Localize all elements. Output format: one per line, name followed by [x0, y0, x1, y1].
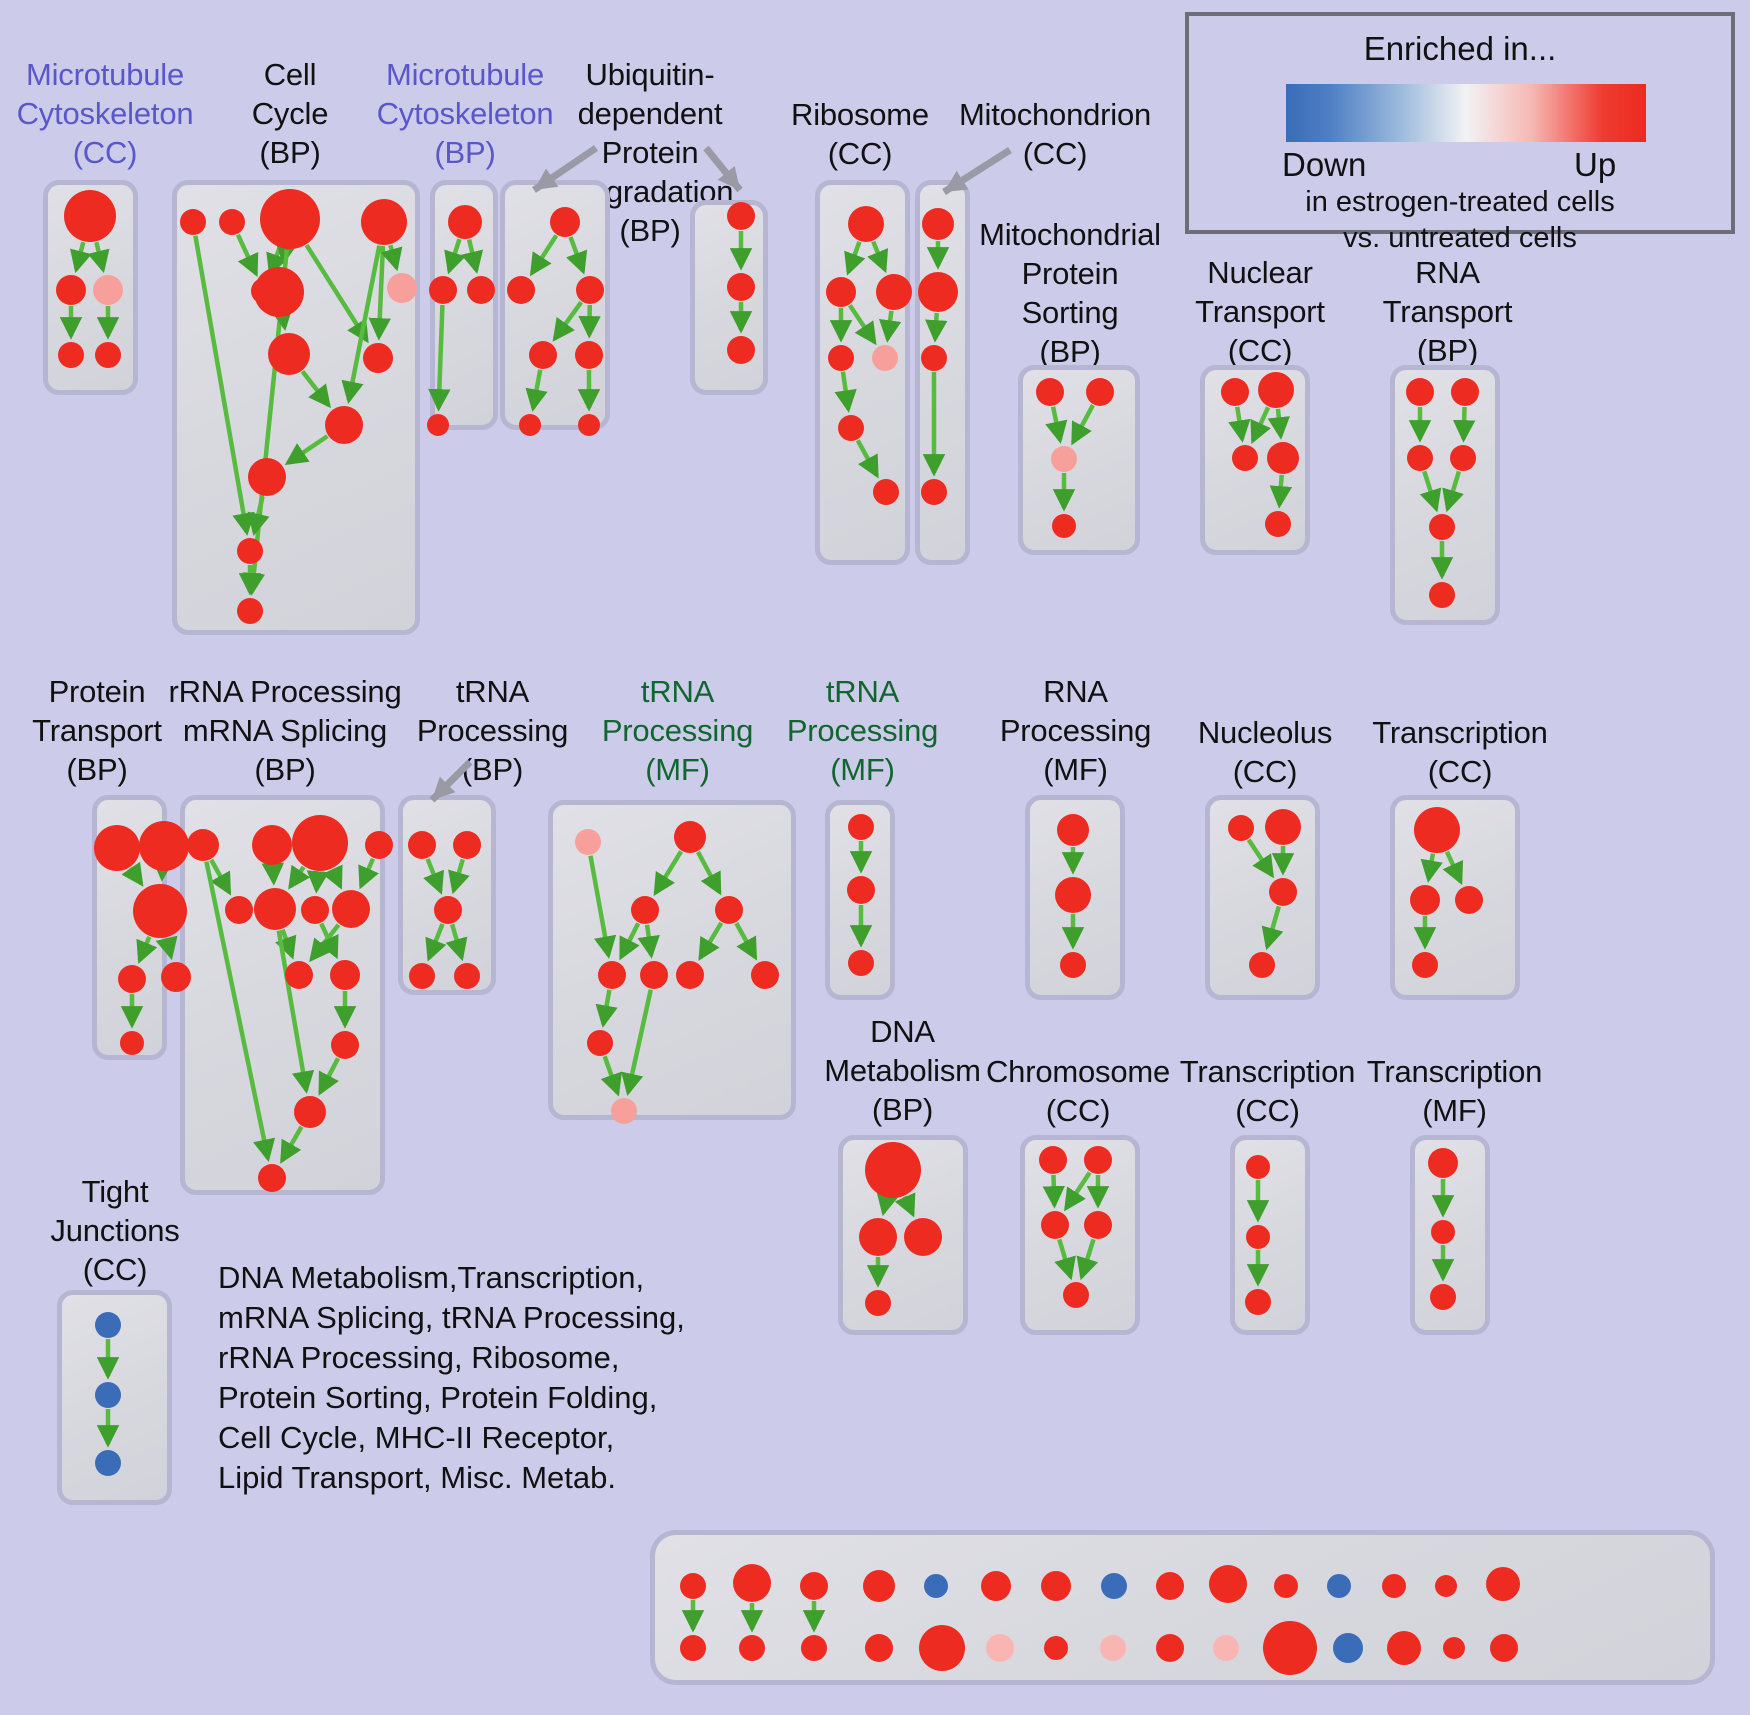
cluster-label-ribosome-cc: Ribosome (CC) — [791, 97, 929, 171]
panel-cell-cycle-bp[interactable] — [172, 180, 420, 635]
cluster-label-mitochondrial-protein-sorting-bp: Mitochondrial Protein Sorting (BP) — [979, 217, 1161, 369]
cluster-label-cell-cycle-bp: Cell Cycle (BP) — [251, 57, 329, 170]
cluster-label-transcription-mf: Transcription (MF) — [1366, 1054, 1543, 1128]
misc-cluster-description: DNA Metabolism,Transcription, mRNA Splic… — [218, 1260, 685, 1495]
panel-ubiquitin-degradation-bp[interactable] — [500, 180, 610, 430]
cluster-label-dna-metabolism-bp: DNA Metabolism (BP) — [824, 1014, 981, 1127]
cluster-label-rna-transport-bp: RNA Transport (BP) — [1382, 255, 1513, 368]
cluster-label-trna-processing-mf-1: tRNA Processing (MF) — [601, 674, 754, 787]
cluster-label-trna-processing-mf-2: tRNA Processing (MF) — [786, 674, 939, 787]
cluster-label-tight-junctions-cc: Tight Junctions (CC) — [50, 1174, 180, 1287]
panel-tight-junctions-cc[interactable] — [57, 1290, 172, 1505]
cluster-label-transcription-cc-top: Transcription (CC) — [1372, 715, 1548, 789]
cluster-label-chromosome-cc: Chromosome (CC) — [985, 1054, 1171, 1128]
panel-rna-transport-bp[interactable] — [1390, 365, 1500, 625]
cluster-label-protein-transport-bp: Protein Transport (BP) — [32, 674, 162, 787]
cluster-label-rrna-processing-mrna-splicing-bp: rRNA Processing mRNA Splicing (BP) — [168, 674, 402, 787]
cluster-label-transcription-cc-bottom: Transcription (CC) — [1179, 1054, 1356, 1128]
cluster-label-microtubule-cytoskeleton-bp: Microtubule Cytoskeleton (BP) — [376, 57, 554, 170]
cluster-label-mitochondrion-cc: Mitochondrion (CC) — [958, 97, 1152, 171]
panel-transcription-mf[interactable] — [1410, 1135, 1490, 1335]
panel-protein-transport-bp[interactable] — [92, 795, 167, 1060]
panel-ribosome-cc[interactable] — [815, 180, 910, 565]
panel-trna-processing-mf-1[interactable] — [548, 800, 796, 1120]
panel-misc-cluster-row[interactable] — [650, 1530, 1715, 1685]
legend-subtitle: in estrogen-treated cells vs. untreated … — [1305, 186, 1615, 254]
panel-rna-processing-mf[interactable] — [1025, 795, 1125, 1000]
cluster-label-nucleolus-cc: Nucleolus (CC) — [1197, 715, 1333, 789]
panel-mitochondrial-protein-sorting-bp[interactable] — [1018, 365, 1140, 555]
panel-trna-processing-bp[interactable] — [398, 795, 496, 995]
panel-transcription-cc-bottom[interactable] — [1230, 1135, 1310, 1335]
cluster-label-microtubule-cytoskeleton-cc: Microtubule Cytoskeleton (CC) — [16, 57, 194, 170]
legend-color-bar — [1286, 84, 1646, 142]
panel-nuclear-transport-cc[interactable] — [1200, 365, 1310, 555]
panel-microtubule-cytoskeleton-cc[interactable] — [43, 180, 138, 395]
legend-box: Enriched in... Down Up in estrogen-treat… — [1185, 12, 1735, 254]
panel-rrna-processing-mrna-splicing-bp[interactable] — [180, 795, 385, 1195]
panel-ubiquitin-degradation-bp-2[interactable] — [690, 200, 768, 395]
cluster-label-nuclear-transport-cc: Nuclear Transport (CC) — [1195, 255, 1325, 368]
panel-microtubule-cytoskeleton-bp[interactable] — [430, 180, 498, 430]
cluster-label-rna-processing-mf: RNA Processing (MF) — [999, 674, 1152, 787]
legend-title: Enriched in... — [1363, 30, 1557, 67]
panel-trna-processing-mf-2[interactable] — [825, 800, 895, 1000]
cluster-label-trna-processing-bp: tRNA Processing (BP) — [416, 674, 569, 787]
panel-dna-metabolism-bp[interactable] — [838, 1135, 968, 1335]
panel-chromosome-cc[interactable] — [1020, 1135, 1140, 1335]
network-edge — [155, 935, 178, 961]
legend-down-label: Down — [1282, 146, 1367, 183]
panel-nucleolus-cc[interactable] — [1205, 795, 1320, 1000]
legend-up-label: Up — [1574, 146, 1617, 183]
panel-transcription-cc-top[interactable] — [1390, 795, 1520, 1000]
panel-mitochondrion-cc[interactable] — [915, 180, 970, 565]
